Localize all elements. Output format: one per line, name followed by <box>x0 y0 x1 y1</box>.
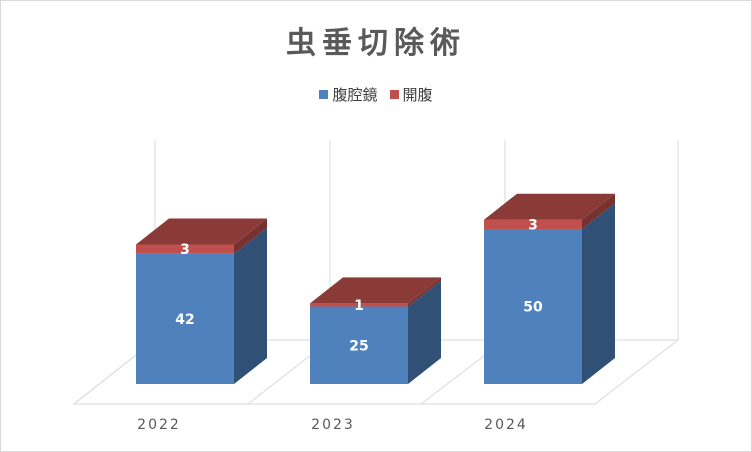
bar-2022-series-2 <box>136 244 234 254</box>
chart-legend: 腹腔鏡 開腹 <box>0 84 752 105</box>
bar-side-2022-series-1 <box>234 227 267 384</box>
bar-2022-series-1 <box>136 253 234 384</box>
bar-2024-series-1 <box>484 229 582 384</box>
legend-item-open: 開腹 <box>389 84 433 105</box>
data-label-2022-series-2: 3 <box>180 242 190 258</box>
bar-side-2024-series-1 <box>582 203 615 384</box>
x-tick-label-2022: 2022 <box>137 417 181 433</box>
bar-2023-series-1 <box>310 306 408 384</box>
bar-side-2022-series-2 <box>234 218 267 254</box>
bar-top-2022 <box>136 218 267 245</box>
bar-top-2023 <box>310 277 441 304</box>
legend-label-open: 開腹 <box>402 86 433 104</box>
data-label-2024-series-2: 3 <box>528 217 538 233</box>
chart-title: 虫垂切除術 <box>286 26 466 61</box>
bar-side-2023-series-1 <box>408 280 441 384</box>
bar-2024-series-2 <box>484 219 582 229</box>
data-label-2024-series-1: 50 <box>523 300 543 316</box>
data-label-2022-series-1: 42 <box>175 312 194 328</box>
bar-side-2024-series-2 <box>582 193 615 229</box>
legend-item-laparoscopic: 腹腔鏡 <box>319 84 378 105</box>
data-label-2023-series-2: 1 <box>354 298 364 314</box>
legend-swatch-laparoscopic <box>319 90 329 99</box>
bar-top-2024 <box>484 193 615 220</box>
bar-2023-series-2 <box>310 303 408 307</box>
legend-swatch-open <box>389 90 399 99</box>
x-tick-label-2024: 2024 <box>484 417 528 433</box>
bar-side-2023-series-2 <box>408 277 441 307</box>
legend-label-laparoscopic: 腹腔鏡 <box>332 86 378 104</box>
data-label-2023-series-1: 25 <box>349 338 368 354</box>
x-tick-label-2023: 2023 <box>311 417 355 433</box>
